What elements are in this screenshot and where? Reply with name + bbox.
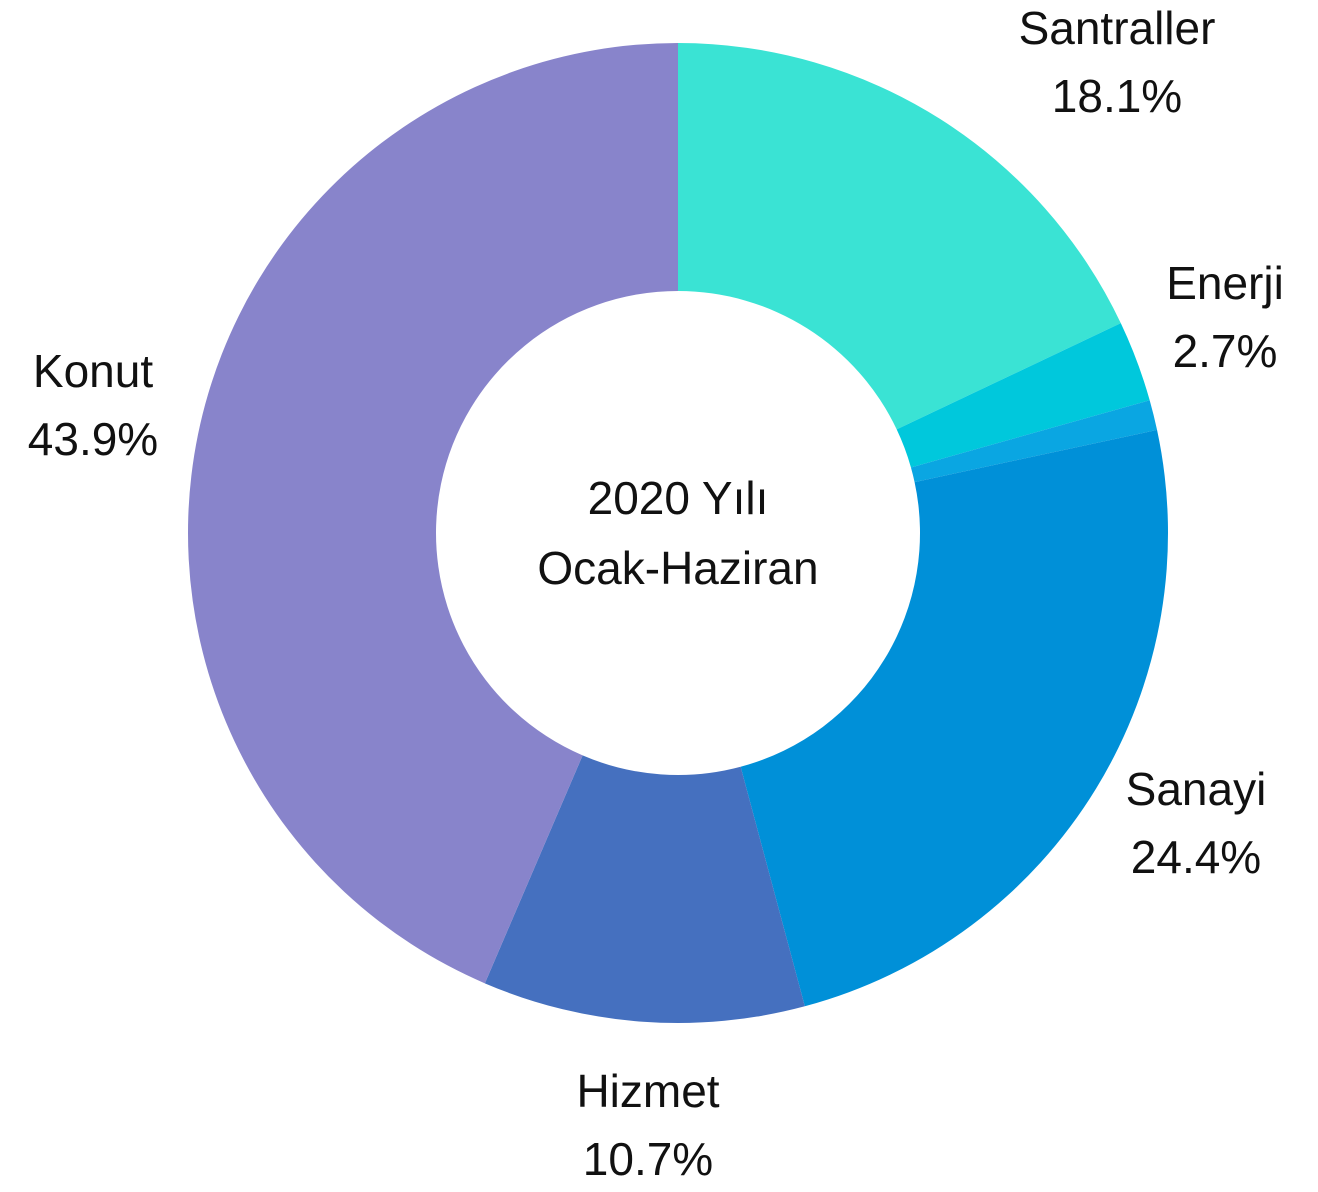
slice <box>740 429 1168 1007</box>
donut <box>188 43 1168 1023</box>
slice <box>896 323 1150 468</box>
slice-label: Hizmet <box>576 1065 719 1117</box>
value-label: 24.4% <box>1131 831 1261 883</box>
slice <box>910 400 1158 483</box>
slice-label: Santraller <box>1019 2 1216 54</box>
slice <box>188 43 678 984</box>
slice-label: Enerji <box>1166 257 1284 309</box>
slice <box>678 43 1121 430</box>
slice <box>484 755 805 1023</box>
value-label: 10.7% <box>583 1133 713 1185</box>
value-label: 2.7% <box>1173 325 1278 377</box>
center-text: Ocak-Haziran <box>537 542 818 594</box>
slice-label: Sanayi <box>1126 763 1267 815</box>
center-text: 2020 Yılı <box>588 472 769 524</box>
value-label: 18.1% <box>1052 70 1182 122</box>
value-label: 43.9% <box>28 413 158 465</box>
slice-label: Konut <box>33 345 153 397</box>
